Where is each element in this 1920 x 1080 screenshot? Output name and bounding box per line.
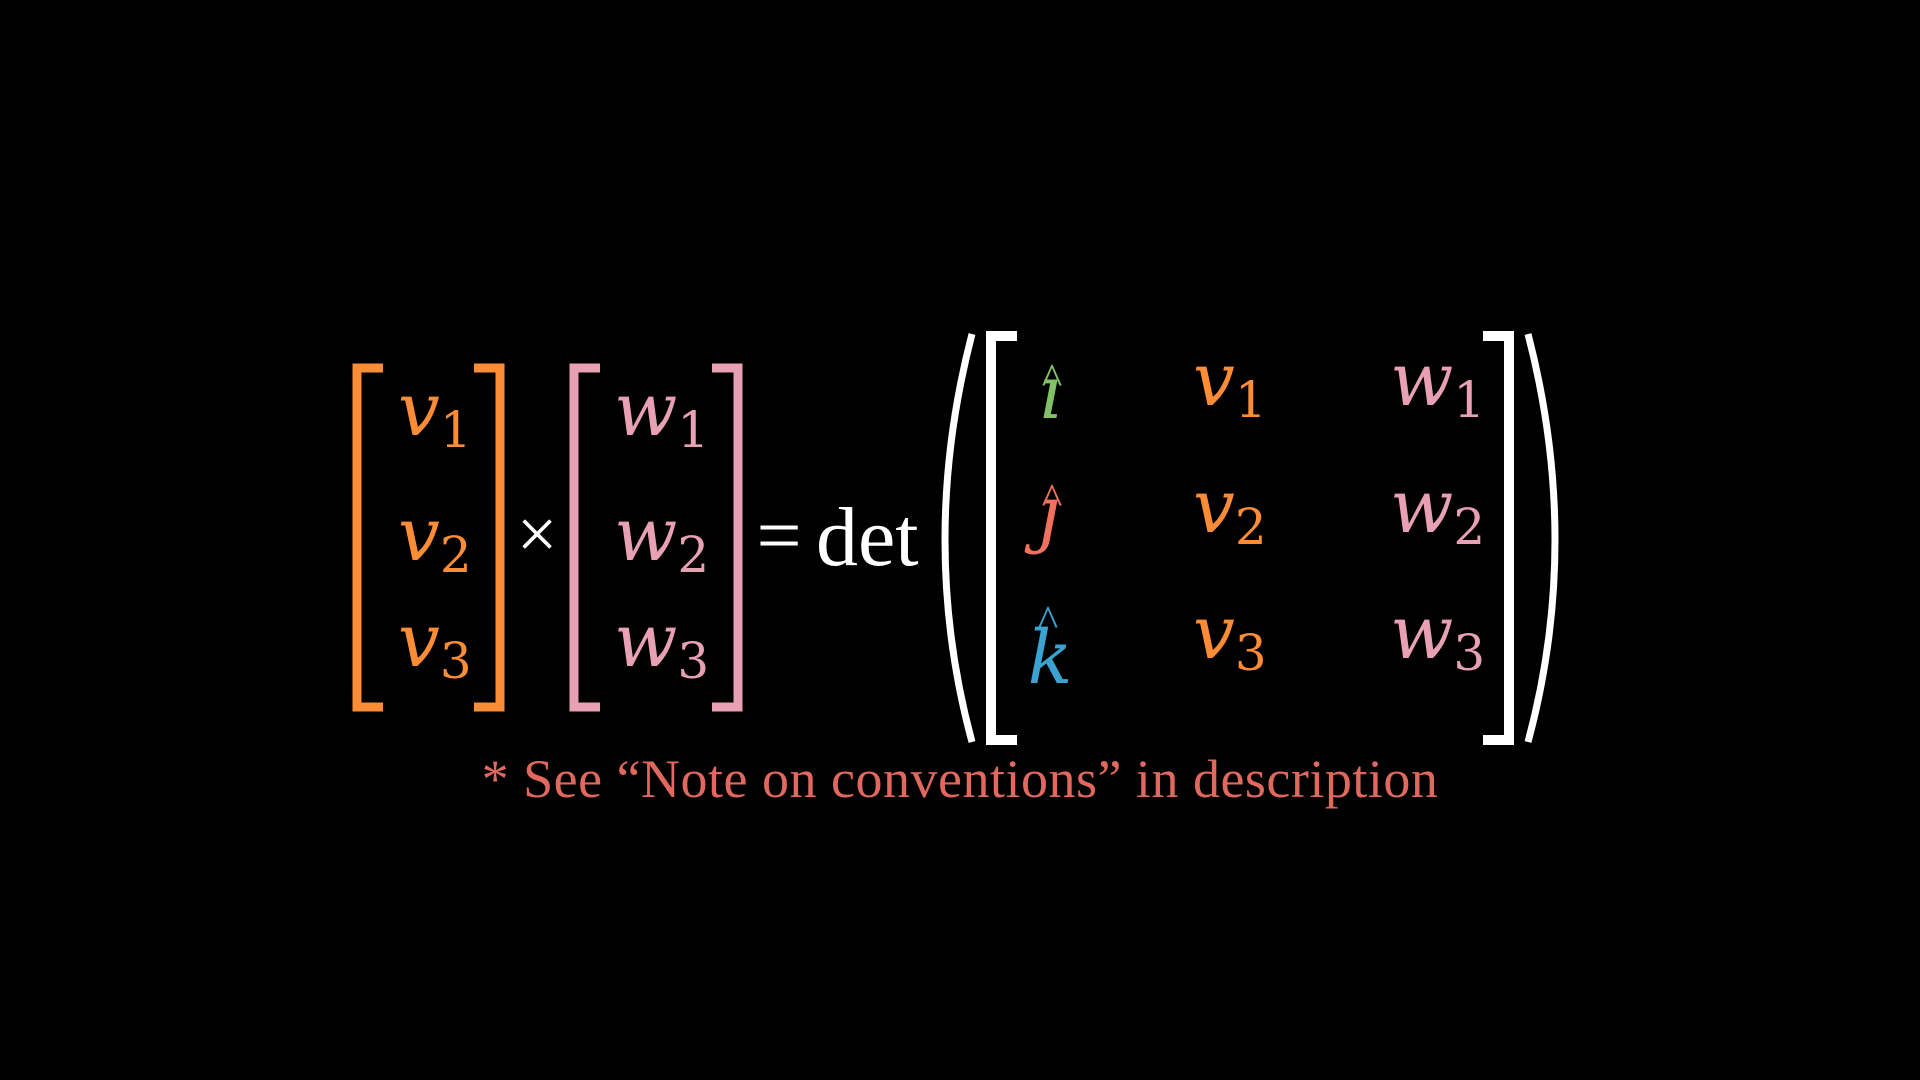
w-vector: w1 w2 w3	[569, 363, 743, 712]
i-hat: ı	[1038, 350, 1062, 436]
w-right-bracket	[712, 363, 743, 712]
matrix-basis-column: ı ^ ȷ ^ k ^	[1025, 350, 1073, 701]
matrix-left-bracket	[986, 331, 1017, 745]
i-hat-accent: ^	[1042, 355, 1063, 404]
matrix-w3: w3	[1390, 590, 1485, 682]
k-hat-accent: ^	[1038, 597, 1059, 646]
matrix-w1: w1	[1390, 337, 1485, 429]
v-left-bracket	[352, 363, 383, 712]
matrix-w2: w2	[1390, 464, 1485, 556]
v-right-bracket	[474, 363, 505, 712]
left-parenthesis	[941, 333, 976, 743]
conventions-note: * See “Note on conventions” in descripti…	[481, 749, 1439, 809]
equals-sign: =	[756, 492, 801, 580]
w3-entry: w3	[614, 598, 709, 690]
matrix-right-bracket	[1483, 331, 1514, 745]
matrix-v-column: v1 v2 v3	[1193, 337, 1267, 682]
v-vector: v1 v2 v3	[352, 363, 505, 712]
matrix-w-column: w1 w2 w3	[1390, 337, 1485, 682]
cross-operator: ×	[517, 494, 558, 574]
w2-entry: w2	[614, 492, 709, 584]
v1-entry: v1	[398, 367, 472, 459]
j-hat-accent: ^	[1042, 475, 1063, 524]
w-left-bracket	[569, 363, 600, 712]
v2-entry: v2	[398, 492, 472, 584]
matrix-v2: v2	[1193, 464, 1267, 556]
w1-entry: w1	[614, 367, 709, 459]
k-hat: k	[1028, 615, 1073, 701]
matrix-v1: v1	[1193, 337, 1267, 429]
det-function: det	[816, 491, 919, 584]
v3-entry: v3	[398, 598, 472, 690]
right-parenthesis	[1524, 333, 1559, 743]
matrix-v3: v3	[1193, 590, 1267, 682]
